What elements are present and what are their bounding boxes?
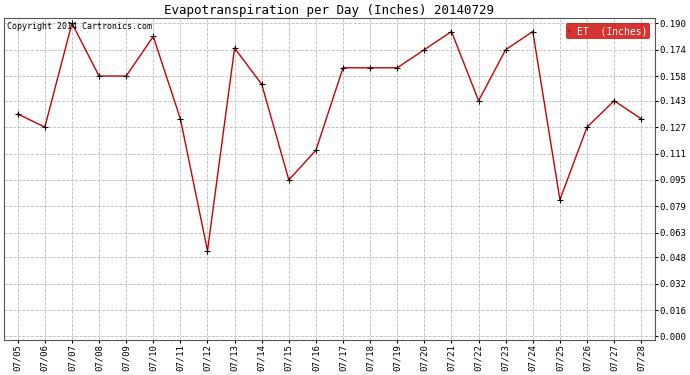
Text: Copyright 2014 Cartronics.com: Copyright 2014 Cartronics.com: [8, 21, 152, 30]
Title: Evapotranspiration per Day (Inches) 20140729: Evapotranspiration per Day (Inches) 2014…: [164, 4, 495, 17]
Legend: ET  (Inches): ET (Inches): [566, 23, 650, 39]
